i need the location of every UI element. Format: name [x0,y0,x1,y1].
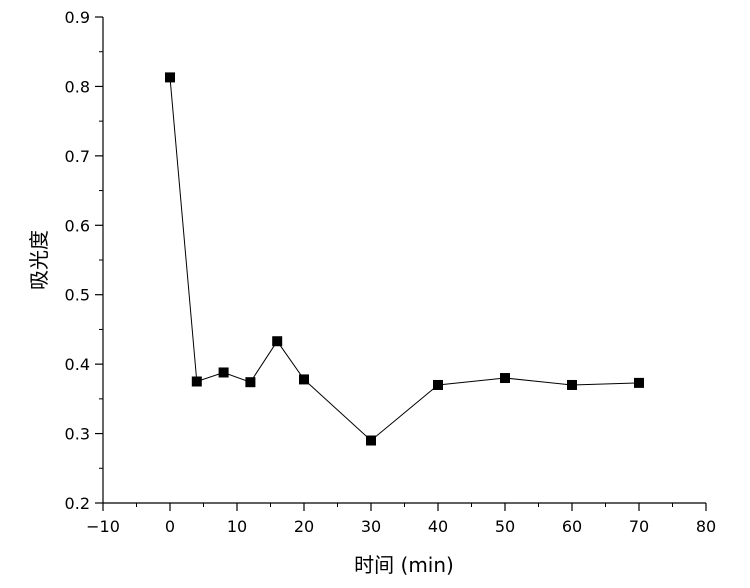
x-tick-label: 70 [629,517,649,536]
y-tick-label: 0.2 [65,494,90,513]
x-axis-title: 时间 (min) [354,553,454,577]
x-tick-label: 20 [294,517,314,536]
x-tick-label: 10 [227,517,247,536]
y-axis-title: 吸光度 [27,230,51,290]
y-tick-label: 0.3 [65,425,90,444]
data-point-marker [191,376,202,387]
x-tick-label: −10 [86,517,120,536]
x-tick-label: 0 [165,517,175,536]
x-tick-label: 30 [361,517,381,536]
y-tick-label: 0.7 [65,147,90,166]
data-point-marker [634,377,644,388]
y-tick-label: 0.9 [65,8,90,27]
x-tick-label: 60 [562,517,582,536]
data-point-marker [218,367,229,378]
data-point-marker [366,435,376,446]
y-tick-label: 0.8 [65,77,90,96]
x-tick-label: 40 [428,517,448,536]
y-tick-label: 0.5 [65,286,90,305]
y-tick-label: 0.4 [65,355,90,374]
data-point-marker [245,377,256,388]
data-point-marker [433,379,443,390]
data-point-marker [272,336,283,347]
x-tick-label: 50 [495,517,515,536]
x-tick-label: 80 [696,517,716,536]
series-group [165,72,644,446]
y-tick-label: 0.6 [65,216,90,235]
axes: −10 0 10 20 30 40 50 60 70 80 0.2 0.3 0.4 0.5 0.6 0.7 0.… [65,8,717,536]
data-point-marker [299,374,309,385]
data-point-marker [567,379,577,390]
data-point-marker [165,72,175,83]
data-point-marker [500,373,510,384]
